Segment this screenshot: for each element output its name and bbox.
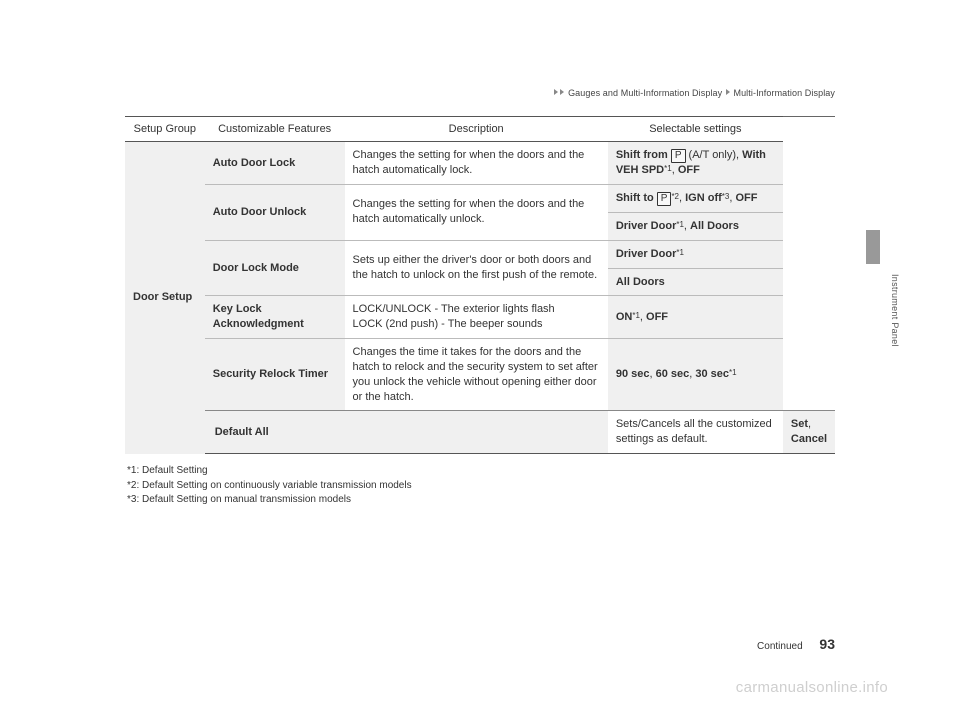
description-cell: Changes the setting for when the doors a… (345, 142, 608, 185)
key-icon: P (657, 192, 672, 206)
label: Driver Door (616, 248, 677, 260)
selectable-cell: Driver Door*1, All Doors (608, 212, 783, 240)
selectable-cell: Set, Cancel (783, 411, 835, 454)
feature-cell: Auto Door Lock (205, 142, 345, 185)
chevron-right-icon (560, 89, 564, 95)
label: OFF (646, 311, 668, 323)
sup: *1 (729, 368, 737, 377)
watermark: carmanualsonline.info (736, 679, 888, 696)
table-header-row: Setup Group Customizable Features Descri… (125, 117, 835, 142)
chevron-right-icon (554, 89, 558, 95)
label: 30 sec (695, 368, 729, 380)
footnote: *2: Default Setting on continuously vari… (127, 479, 833, 494)
breadcrumb: Gauges and Multi-Information Display Mul… (125, 84, 835, 116)
sup: *1 (664, 164, 672, 173)
setup-group-cell: Default All (205, 411, 608, 454)
col-header-selectable: Selectable settings (608, 117, 783, 142)
label: IGN off (685, 192, 722, 204)
table-row: Door Setup Auto Door Lock Changes the se… (125, 142, 835, 185)
feature-cell: Door Lock Mode (205, 240, 345, 296)
settings-table: Setup Group Customizable Features Descri… (125, 116, 835, 454)
col-header-features: Customizable Features (205, 117, 345, 142)
description-cell: Sets/Cancels all the customized settings… (608, 411, 783, 454)
feature-cell: Auto Door Unlock (205, 184, 345, 240)
label: All Doors (616, 276, 665, 288)
breadcrumb-seg: Gauges and Multi-Information Display (568, 88, 722, 98)
sup: *1 (676, 248, 684, 257)
feature-cell: Security Relock Timer (205, 339, 345, 411)
table-row: Auto Door Unlock Changes the setting for… (125, 184, 835, 212)
key-icon: P (671, 149, 686, 163)
description-cell: Changes the time it takes for the doors … (345, 339, 608, 411)
label: OFF (678, 164, 700, 176)
footnote: *3: Default Setting on manual transmissi… (127, 493, 833, 508)
selectable-cell: Driver Door*1 (608, 240, 783, 268)
label: Driver Door (616, 220, 677, 232)
setup-group-cell: Door Setup (125, 142, 205, 454)
label: , (808, 418, 811, 430)
footnote: *1: Default Setting (127, 464, 833, 479)
sup: *2 (671, 192, 679, 201)
side-tab (866, 230, 880, 264)
selectable-cell: Shift from P (A/T only), With VEH SPD*1,… (608, 142, 783, 185)
col-header-description: Description (345, 117, 608, 142)
selectable-cell: ON*1, OFF (608, 296, 783, 339)
page-number: 93 (819, 636, 835, 652)
page-content: Gauges and Multi-Information Display Mul… (125, 84, 835, 508)
table-row: Default All Sets/Cancels all the customi… (125, 411, 835, 454)
sup: *1 (676, 220, 684, 229)
feature-cell: Key Lock Acknowledgment (205, 296, 345, 339)
label: OFF (735, 192, 757, 204)
description-cell: LOCK/UNLOCK - The exterior lights flash … (345, 296, 608, 339)
continued-label: Continued (757, 641, 803, 652)
label: Cancel (791, 433, 827, 445)
chevron-right-icon (726, 89, 730, 95)
label: All Doors (690, 220, 739, 232)
selectable-cell: All Doors (608, 268, 783, 296)
col-header-setup: Setup Group (125, 117, 205, 142)
label: LOCK/UNLOCK - The exterior lights flash (353, 303, 555, 315)
table-row: Key Lock Acknowledgment LOCK/UNLOCK - Th… (125, 296, 835, 339)
label: ON (616, 311, 633, 323)
table-row: Security Relock Timer Changes the time i… (125, 339, 835, 411)
selectable-cell: Shift to P*2, IGN off*3, OFF (608, 184, 783, 212)
label: (A/T only), (686, 149, 743, 161)
description-cell: Sets up either the driver's door or both… (345, 240, 608, 296)
label: 90 sec (616, 368, 650, 380)
table-row: Door Lock Mode Sets up either the driver… (125, 240, 835, 268)
label: Set (791, 418, 808, 430)
label: Shift to (616, 192, 657, 204)
side-section-label: Instrument Panel (890, 274, 900, 347)
selectable-cell: 90 sec, 60 sec, 30 sec*1 (608, 339, 783, 411)
label: 60 sec (656, 368, 690, 380)
breadcrumb-seg: Multi-Information Display (733, 88, 835, 98)
label: LOCK (2nd push) - The beeper sounds (353, 318, 543, 330)
footnotes: *1: Default Setting *2: Default Setting … (125, 454, 835, 508)
label: Shift from (616, 149, 671, 161)
page-footer: Continued 93 (125, 636, 835, 652)
description-cell: Changes the setting for when the doors a… (345, 184, 608, 240)
sup: *1 (632, 311, 640, 320)
